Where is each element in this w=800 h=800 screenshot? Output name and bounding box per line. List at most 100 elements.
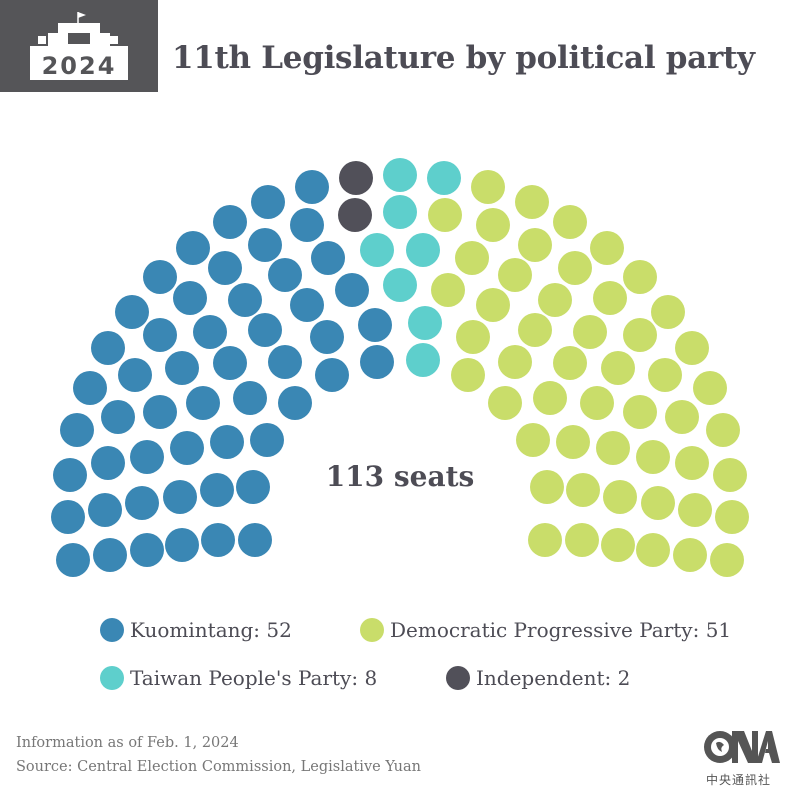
kuomintang-seat xyxy=(51,500,85,534)
legend-item-independent: Independent: 2 xyxy=(446,666,630,690)
kuomintang-seat xyxy=(248,228,282,262)
kuomintang-seat xyxy=(53,458,87,492)
dpp-seat xyxy=(675,331,709,365)
dpp-seat xyxy=(566,473,600,507)
kuomintang-seat xyxy=(91,446,125,480)
total-seats-label: 113 seats xyxy=(325,460,475,493)
legend-item-dpp: Democratic Progressive Party: 51 xyxy=(360,618,731,642)
dpp-seat xyxy=(641,486,675,520)
dpp-seat xyxy=(516,423,550,457)
kuomintang-seat xyxy=(143,395,177,429)
cna-chinese-name: 中央通訊社 xyxy=(706,773,772,787)
cna-logo-icon xyxy=(704,731,780,763)
kuomintang-seat xyxy=(143,318,177,352)
independent-swatch-icon xyxy=(446,666,470,690)
kuomintang-seat xyxy=(201,523,235,557)
tpp-seat xyxy=(406,343,440,377)
dpp-seat xyxy=(471,170,505,204)
dpp-seat xyxy=(428,198,462,232)
dpp-seat xyxy=(648,358,682,392)
legislature-building-icon: 2024 xyxy=(0,0,158,92)
legend-label: Independent: 2 xyxy=(476,666,631,690)
kuomintang-seat xyxy=(56,543,90,577)
dpp-seat xyxy=(715,500,749,534)
dpp-seat xyxy=(580,386,614,420)
kuomintang-seat xyxy=(73,371,107,405)
kuomintang-seat xyxy=(248,313,282,347)
dpp-seat xyxy=(596,431,630,465)
kuomintang-seat xyxy=(311,241,345,275)
dpp-seat xyxy=(528,523,562,557)
kuomintang-seat xyxy=(315,358,349,392)
kuomintang-seat xyxy=(60,413,94,447)
legend-item-kuomintang: Kuomintang: 52 xyxy=(100,618,292,642)
dpp-seat xyxy=(706,413,740,447)
tpp-seat xyxy=(406,233,440,267)
kuomintang-seat xyxy=(290,208,324,242)
kuomintang-seat xyxy=(115,295,149,329)
kuomintang-seat xyxy=(200,473,234,507)
kuomintang-seat xyxy=(268,258,302,292)
tpp-seat xyxy=(360,233,394,267)
kuomintang-seat xyxy=(163,480,197,514)
dpp-seat xyxy=(713,458,747,492)
dpp-seat xyxy=(456,320,490,354)
dpp-seat xyxy=(673,538,707,572)
kuomintang-seat xyxy=(358,308,392,342)
dpp-seat xyxy=(601,528,635,562)
legend-label: Taiwan People's Party: 8 xyxy=(130,666,378,690)
dpp-seat xyxy=(553,346,587,380)
kuomintang-seat xyxy=(310,320,344,354)
kuomintang-seat xyxy=(93,538,127,572)
tpp-seat xyxy=(408,306,442,340)
kuomintang-seat xyxy=(186,386,220,420)
kuomintang-seat xyxy=(251,185,285,219)
dpp-seat xyxy=(623,395,657,429)
kuomintang-seat xyxy=(335,273,369,307)
kuomintang-seat xyxy=(91,331,125,365)
kuomintang-seat xyxy=(228,283,262,317)
kuomintang-seat xyxy=(250,423,284,457)
tpp-seat xyxy=(427,161,461,195)
kuomintang-seat xyxy=(295,170,329,204)
dpp-seat xyxy=(678,493,712,527)
kuomintang-seat xyxy=(165,528,199,562)
dpp-seat xyxy=(553,205,587,239)
dpp-seat xyxy=(518,313,552,347)
kuomintang-seat xyxy=(165,351,199,385)
kuomintang-seat xyxy=(193,315,227,349)
dpp-seat xyxy=(593,281,627,315)
dpp-seat xyxy=(623,260,657,294)
dpp-seat xyxy=(451,358,485,392)
kuomintang-seat xyxy=(213,205,247,239)
dpp-seat xyxy=(530,470,564,504)
kuomintang-seat xyxy=(173,281,207,315)
kuomintang-seat xyxy=(88,493,122,527)
dpp-seat xyxy=(476,208,510,242)
dpp-seat xyxy=(675,446,709,480)
dpp-seat xyxy=(693,371,727,405)
legend-item-tpp: Taiwan People's Party: 8 xyxy=(100,666,377,690)
dpp-seat xyxy=(601,351,635,385)
kuomintang-seat xyxy=(236,470,270,504)
dpp-seat xyxy=(515,185,549,219)
dpp-seat xyxy=(498,345,532,379)
kuomintang-seat xyxy=(268,345,302,379)
kuomintang-seat xyxy=(213,346,247,380)
dpp-seat xyxy=(476,288,510,322)
tpp-swatch-icon xyxy=(100,666,124,690)
kuomintang-seat xyxy=(130,533,164,567)
dpp-seat xyxy=(431,273,465,307)
election-2024-badge: 2024 xyxy=(0,0,158,92)
dpp-seat xyxy=(455,241,489,275)
kuomintang-seat xyxy=(125,486,159,520)
dpp-seat xyxy=(603,480,637,514)
footer-notes: Information as of Feb. 1, 2024 Source: C… xyxy=(16,731,421,779)
dpp-seat xyxy=(573,315,607,349)
dpp-seat xyxy=(651,295,685,329)
kuomintang-seat xyxy=(130,440,164,474)
chart-title: 11th Legislature by political party xyxy=(172,40,755,76)
source-note: Source: Central Election Commission, Leg… xyxy=(16,759,421,775)
dpp-seat xyxy=(565,523,599,557)
dpp-seat xyxy=(556,425,590,459)
